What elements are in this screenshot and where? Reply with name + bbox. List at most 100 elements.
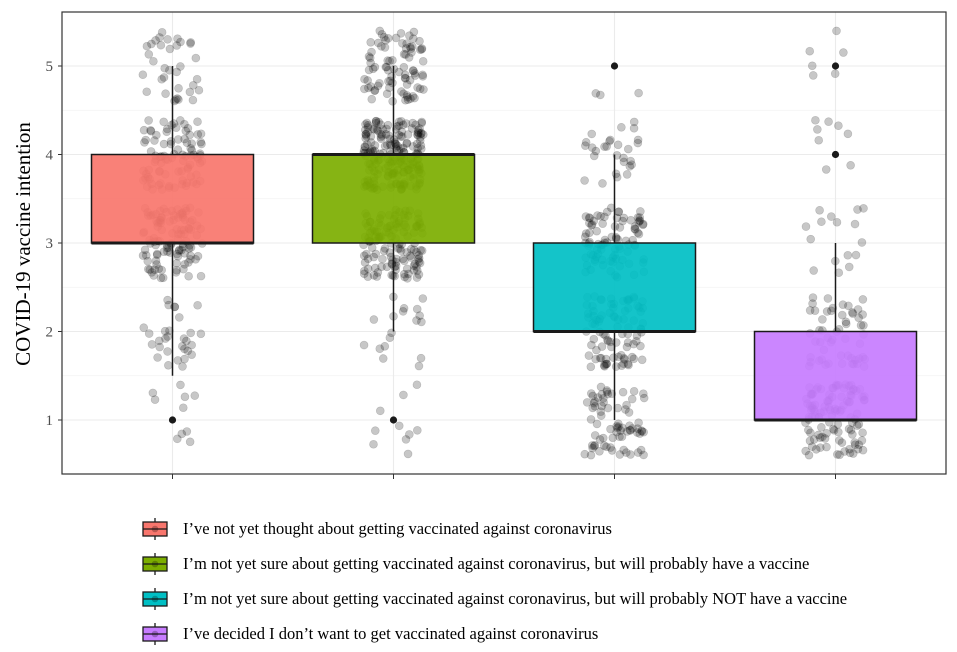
jitter-point (179, 264, 188, 274)
outlier-point (389, 416, 398, 424)
jitter-point (614, 207, 624, 216)
jitter-point (394, 121, 404, 130)
jitter-point (845, 444, 854, 454)
jitter-point (832, 217, 842, 227)
jitter-point (581, 229, 591, 238)
jitter-point (409, 27, 419, 37)
legend-key-point (151, 595, 159, 603)
legend-key-point (151, 630, 159, 638)
jitter-point (376, 129, 385, 139)
jitter-point (598, 219, 607, 228)
jitter-point (167, 120, 176, 130)
jitter-point (835, 450, 844, 460)
jitter-point (184, 271, 193, 281)
jitter-point (635, 216, 645, 226)
jitter-point (806, 428, 815, 438)
jitter-point (823, 294, 833, 303)
jitter-point (412, 139, 422, 149)
jitter-point (401, 95, 410, 105)
jitter-point (596, 382, 606, 392)
jitter-point (587, 441, 597, 450)
jitter-point (159, 247, 169, 257)
jitter-point (391, 257, 401, 267)
jitter-point (809, 435, 819, 444)
jitter-point (815, 205, 824, 215)
jitter-point (618, 423, 627, 433)
jitter-point (186, 251, 195, 261)
jitter-point (859, 204, 868, 213)
jitter-point (165, 326, 174, 336)
jitter-point (626, 215, 636, 225)
jitter-point (175, 116, 185, 125)
jitter-point (163, 295, 172, 305)
jitter-point (372, 125, 382, 134)
y-axis-title: COVID-19 vaccine intention (11, 122, 35, 366)
jitter-point (404, 269, 413, 279)
jitter-point (412, 380, 422, 390)
jitter-point (372, 272, 382, 281)
jitter-point (399, 62, 409, 72)
jitter-point (396, 132, 406, 141)
jitter-point (157, 265, 166, 275)
jitter-point (380, 43, 390, 52)
jitter-point (587, 220, 597, 229)
jitter-point (412, 273, 422, 282)
jitter-point (805, 306, 815, 315)
jitter-point (619, 353, 629, 363)
jitter-point (402, 80, 412, 89)
jitter-point (635, 213, 645, 222)
jitter-point (844, 424, 854, 434)
jitter-point (397, 127, 407, 136)
jitter-point (176, 62, 185, 71)
jitter-point (151, 256, 161, 266)
jitter-point (410, 68, 419, 78)
jitter-point (623, 144, 633, 154)
jitter-point (409, 245, 419, 255)
jitter-point (360, 84, 369, 94)
jitter-point (159, 139, 169, 149)
jitter-point (176, 37, 185, 47)
jitter-point (801, 222, 811, 231)
jitter-point (591, 354, 600, 364)
jitter-point (407, 48, 416, 57)
jitter-point (853, 444, 863, 454)
jitter-point (808, 299, 817, 308)
jitter-point (617, 122, 626, 132)
jitter-point (841, 319, 851, 329)
jitter-point (633, 424, 642, 433)
jitter-point (165, 44, 175, 54)
jitter-point (585, 213, 594, 223)
jitter-point (371, 118, 381, 128)
jitter-point (400, 70, 410, 80)
jitter-point (152, 249, 162, 259)
jitter-point (173, 34, 182, 44)
jitter-point (416, 129, 426, 139)
jitter-point (375, 26, 385, 36)
jitter-point (173, 94, 182, 103)
legend-key-icon (142, 553, 168, 575)
jitter-point (605, 136, 614, 146)
jitter-point (619, 153, 628, 163)
jitter-point (406, 251, 415, 260)
legend-key-icon (142, 623, 168, 645)
jitter-point (186, 144, 196, 153)
jitter-point (362, 139, 372, 149)
jitter-point (580, 232, 590, 242)
jitter-point (590, 402, 600, 411)
jitter-point (632, 428, 642, 437)
jitter-point (413, 128, 423, 137)
jitter-point (402, 139, 412, 148)
jitter-point (615, 450, 625, 459)
jitter-point (596, 211, 605, 221)
jitter-point (830, 69, 840, 78)
jitter-point (399, 269, 409, 279)
y-tick-label: 2 (46, 325, 54, 341)
jitter-point (150, 265, 159, 274)
jitter-point (628, 424, 637, 433)
jitter-point (363, 121, 373, 130)
jitter-point (630, 224, 639, 234)
jitter-point (173, 251, 183, 261)
jitter-point (602, 142, 611, 151)
jitter-point (370, 426, 380, 435)
jitter-point (408, 118, 417, 128)
